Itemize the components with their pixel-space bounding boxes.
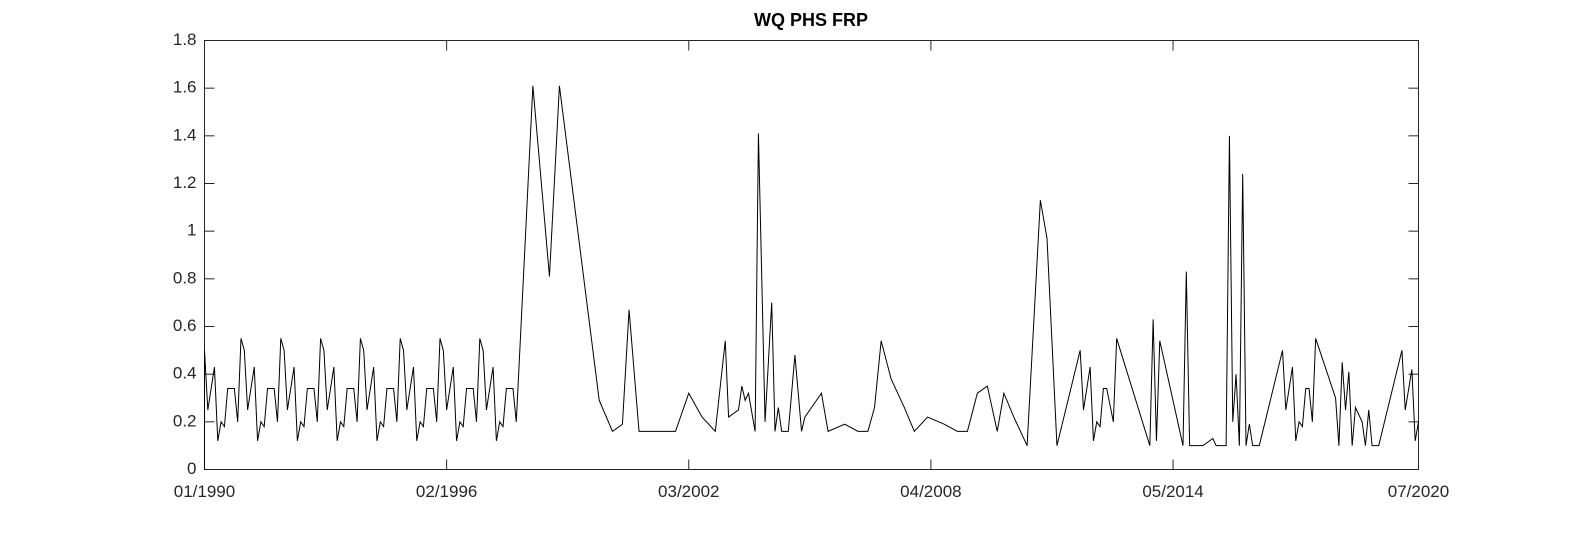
y-tick-label: 0 — [187, 459, 196, 478]
y-tick-label: 1.2 — [173, 173, 197, 192]
x-tick-label: 02/1996 — [416, 482, 477, 501]
x-tick-label: 04/2008 — [900, 482, 961, 501]
y-tick-label: 1.8 — [173, 30, 197, 49]
axes-box — [204, 40, 1419, 470]
y-tick-label: 1.4 — [173, 125, 197, 144]
y-tick-label: 1.6 — [173, 78, 197, 97]
y-tick-label: 0.6 — [173, 316, 197, 335]
y-tick-label: 0.4 — [173, 364, 197, 383]
x-tick-label: 07/2020 — [1388, 482, 1449, 501]
y-tick-label: 0.2 — [173, 411, 197, 430]
x-tick-label: 03/2002 — [658, 482, 719, 501]
y-tick-label: 1 — [187, 221, 196, 240]
data-line — [204, 85, 1419, 470]
y-tick-label: 0.8 — [173, 268, 197, 287]
x-tick-label: 01/1990 — [174, 482, 235, 501]
x-tick-label: 05/2014 — [1142, 482, 1203, 501]
chart-title: WQ PHS FRP — [754, 10, 868, 30]
